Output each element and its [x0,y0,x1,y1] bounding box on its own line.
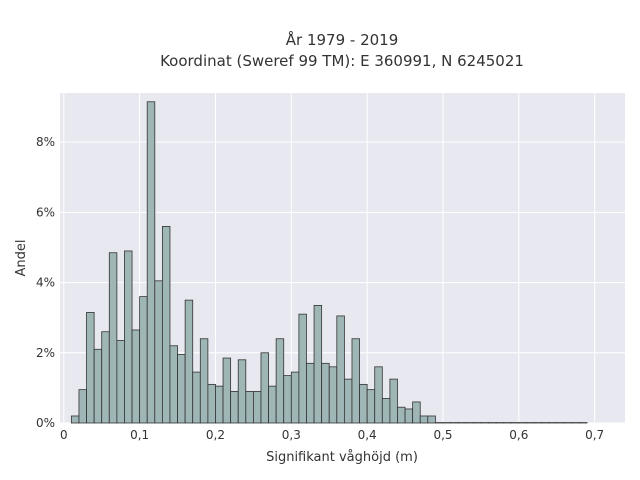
histogram-bar [268,385,277,424]
histogram-bar [389,378,398,424]
histogram-bar [93,348,103,424]
histogram-bar [374,366,383,424]
histogram-bar [283,375,292,424]
y-tick-label: 6% [36,205,55,219]
histogram-bar [237,359,247,424]
y-tick-label: 2% [36,346,55,360]
x-tick-label: 0,7 [585,428,604,442]
histogram-bar [86,312,95,424]
histogram-bar [298,313,307,424]
histogram-bar [124,250,133,424]
histogram-bar [260,352,269,424]
histogram-bar [169,345,178,424]
histogram-bar [275,338,285,424]
histogram-bar [328,366,338,424]
y-tick-label: 4% [36,276,55,290]
x-axis-ticks: 0 0,1 0,2 0,3 0,4 0,5 0,6 0,7 [60,428,604,442]
histogram-bar [199,338,209,424]
chart-title-line-2: Koordinat (Sweref 99 TM): E 360991, N 62… [160,52,524,70]
histogram-bar [230,391,239,424]
histogram-bar [397,406,406,424]
x-tick-label: 0,5 [433,428,452,442]
y-tick-label: 0% [36,416,55,430]
histogram-bar [139,296,148,424]
histogram-bar [245,391,254,424]
histogram-bar [131,329,141,424]
histogram-bar [306,362,315,424]
histogram-bar [366,389,376,424]
x-tick-label: 0,4 [358,428,377,442]
histogram-bar [404,408,414,424]
histogram-bar [70,415,80,424]
bars [70,101,588,424]
histogram-bar [412,401,421,424]
y-axis-ticks: 0% 2% 4% 6% 8% [36,135,55,430]
histogram-bar [161,226,171,424]
histogram-bar [222,357,232,424]
histogram-bar [192,371,201,424]
y-axis-title: Andel [14,240,29,277]
histogram-bar [427,415,436,424]
y-tick-label: 8% [36,135,55,149]
histogram-bar [177,354,186,424]
histogram-bar [184,299,194,424]
histogram-bar [101,331,110,424]
histogram-bar [419,415,429,424]
x-axis-title: Signifikant våghöjd (m) [266,450,418,465]
histogram-bar [343,378,353,424]
histogram-bar [146,101,156,424]
histogram-bar [381,398,391,424]
histogram-bar [78,389,87,424]
x-tick-label: 0,2 [206,428,225,442]
x-tick-label: 0 [60,428,68,442]
x-tick-label: 0,1 [130,428,149,442]
histogram-bar [252,391,262,424]
chart-title-line-1: År 1979 - 2019 [286,30,399,49]
histogram-bar [351,338,360,424]
histogram-bar [359,383,368,424]
histogram-bar [207,383,216,424]
histogram-bar [336,315,345,424]
histogram-bar [313,304,323,424]
histogram-bar [108,252,118,424]
histogram-bar [290,371,300,424]
histogram-bar [215,385,224,424]
histogram-bar [154,280,163,424]
histogram-bar [116,340,125,424]
x-tick-label: 0,6 [509,428,528,442]
histogram-bar [321,362,330,424]
x-tick-label: 0,3 [282,428,301,442]
